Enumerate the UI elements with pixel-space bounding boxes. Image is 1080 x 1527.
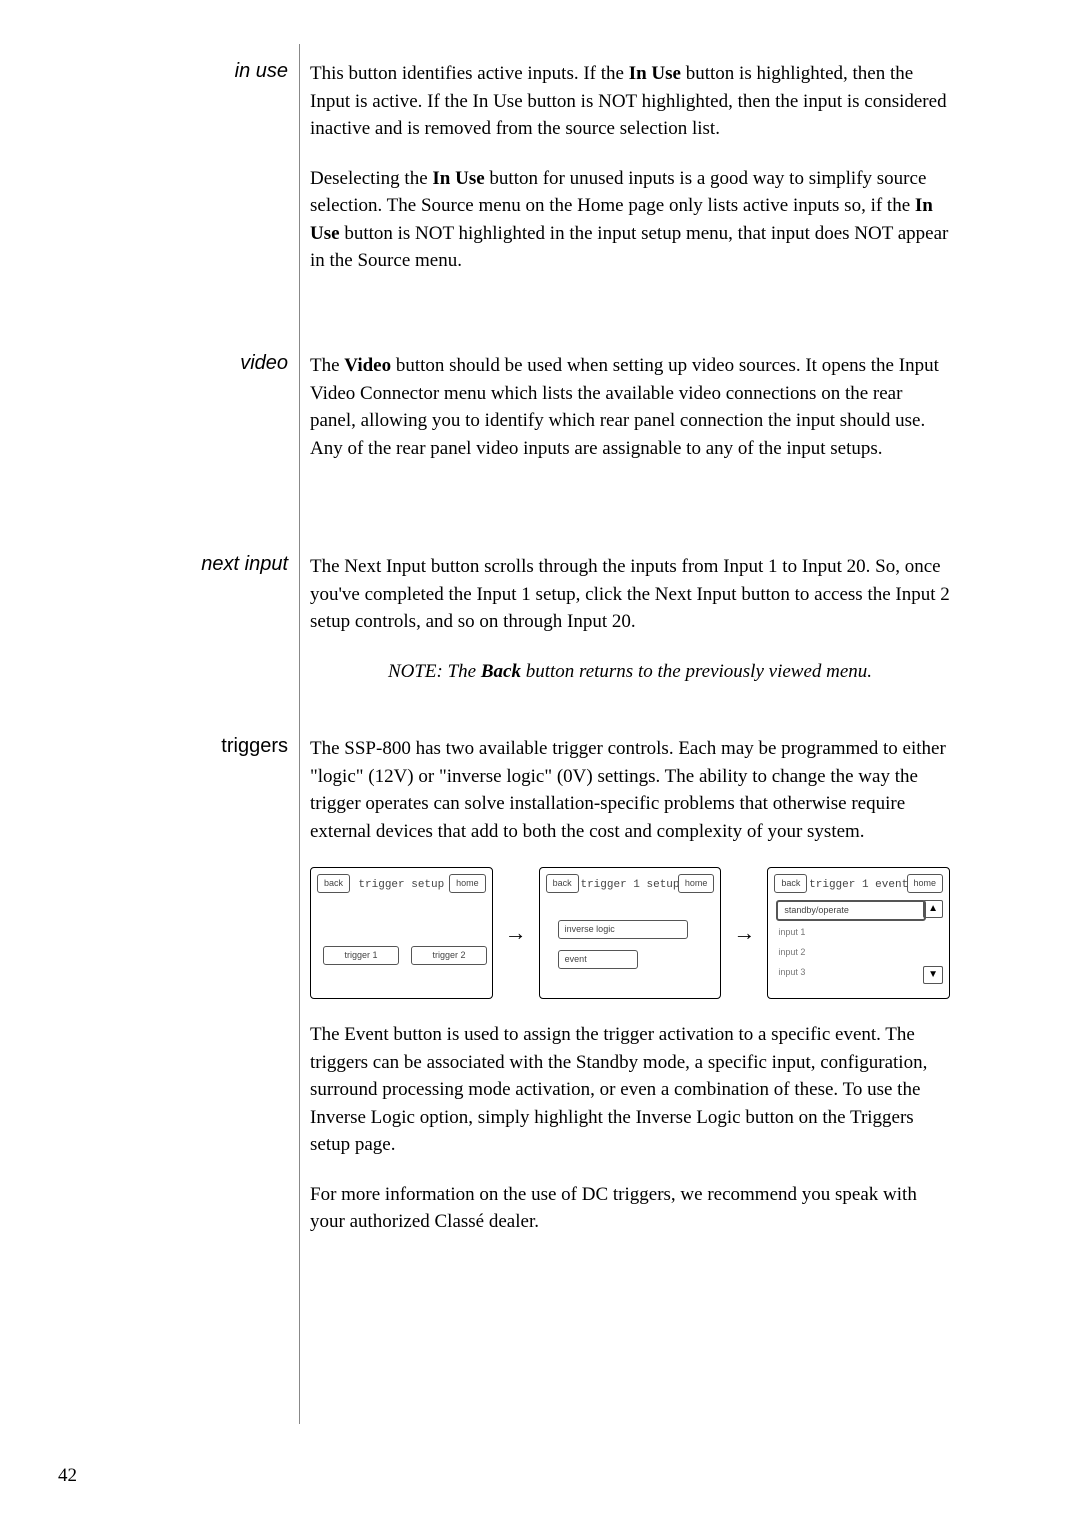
home-button[interactable]: home <box>678 874 715 893</box>
screens-row: back trigger setup home trigger 1 trigge… <box>310 867 950 999</box>
inverse-logic-button[interactable]: inverse logic <box>558 920 688 939</box>
triggers-p2: The Event button is used to assign the t… <box>310 1021 950 1159</box>
section-triggers: The SSP-800 has two available trigger co… <box>310 735 950 1258</box>
bold: In Use <box>432 168 484 189</box>
text: button should be used when setting up vi… <box>310 355 939 459</box>
inuse-p2: Deselecting the In Use button for unused… <box>310 165 950 275</box>
section-in-use: This button identifies active inputs. If… <box>310 60 950 297</box>
page-number: 42 <box>58 1465 77 1487</box>
screen-trigger1-event: back trigger 1 event home standby/operat… <box>767 867 950 999</box>
triggers-p1: The SSP-800 has two available trigger co… <box>310 735 950 845</box>
bold: In Use <box>629 63 681 84</box>
text: button returns to the previously viewed … <box>521 661 872 682</box>
section-video: The Video button should be used when set… <box>310 352 950 484</box>
screen-trigger1-setup: back trigger 1 setup home inverse logic … <box>539 867 722 999</box>
section-next-input: The Next Input button scrolls through th… <box>310 553 950 707</box>
up-button[interactable]: ▲ <box>923 900 943 918</box>
nextinput-p1: The Next Input button scrolls through th… <box>310 553 950 636</box>
text: Deselecting the <box>310 168 432 189</box>
down-button[interactable]: ▼ <box>923 966 943 984</box>
label-triggers: triggers <box>98 735 288 758</box>
home-button[interactable]: home <box>449 874 486 893</box>
label-in-use: in use <box>98 60 288 83</box>
label-video: video <box>98 352 288 375</box>
input2-label[interactable]: input 2 <box>778 946 805 959</box>
text: This button identifies active inputs. If… <box>310 63 629 84</box>
trigger1-button[interactable]: trigger 1 <box>323 946 399 965</box>
bold: Back <box>481 661 521 682</box>
event-button[interactable]: event <box>558 950 638 969</box>
arrow-icon: → <box>733 917 755 949</box>
triggers-p3: For more information on the use of DC tr… <box>310 1181 950 1236</box>
label-next-input: next input <box>98 553 288 576</box>
text: The <box>310 355 344 376</box>
screen-trigger-setup: back trigger setup home trigger 1 trigge… <box>310 867 493 999</box>
nextinput-note: NOTE: The Back button returns to the pre… <box>310 658 950 686</box>
home-button[interactable]: home <box>907 874 944 893</box>
trigger2-button[interactable]: trigger 2 <box>411 946 487 965</box>
video-p1: The Video button should be used when set… <box>310 352 950 462</box>
standby-button[interactable]: standby/operate <box>776 900 926 921</box>
input3-label[interactable]: input 3 <box>778 966 805 979</box>
text: NOTE: The <box>388 661 481 682</box>
text: button is NOT highlighted in the input s… <box>310 223 948 272</box>
input1-label[interactable]: input 1 <box>778 926 805 939</box>
inuse-p1: This button identifies active inputs. If… <box>310 60 950 143</box>
bold: Video <box>344 355 391 376</box>
arrow-icon: → <box>505 917 527 949</box>
vertical-rule <box>299 44 300 1424</box>
